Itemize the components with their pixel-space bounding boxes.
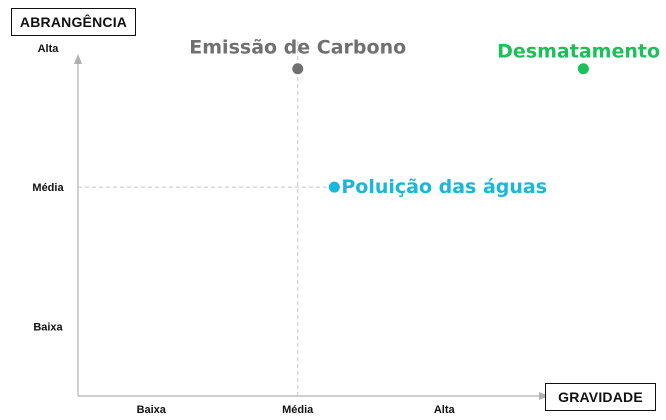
y-axis-arrowhead [74, 54, 82, 64]
y-tick-label: Alta [38, 43, 60, 55]
x-tick-label: Média [282, 404, 314, 416]
data-point [577, 63, 589, 75]
x-tick-label: Alta [434, 404, 456, 416]
data-points: Emissão de Carbono Desmatamento Poluição d… [189, 37, 660, 198]
x-axis-title: GRAVIDADE [545, 383, 656, 411]
y-tick-label: Média [32, 182, 64, 194]
data-point [328, 181, 340, 193]
x-tick-label: Baixa [137, 404, 167, 416]
y-tick-label: Baixa [33, 321, 63, 333]
y-tick-labels: Baixa Média Alta [32, 43, 64, 334]
point-label: Desmatamento [497, 41, 660, 63]
point-label: Emissão de Carbono [189, 37, 406, 59]
x-tick-labels: Baixa Média Alta [137, 404, 456, 416]
y-axis-title: ABRANGÊNCIA [11, 8, 136, 36]
data-point [292, 63, 304, 75]
x-axis-arrowhead [539, 392, 549, 400]
point-label: Poluição das águas [341, 176, 547, 198]
